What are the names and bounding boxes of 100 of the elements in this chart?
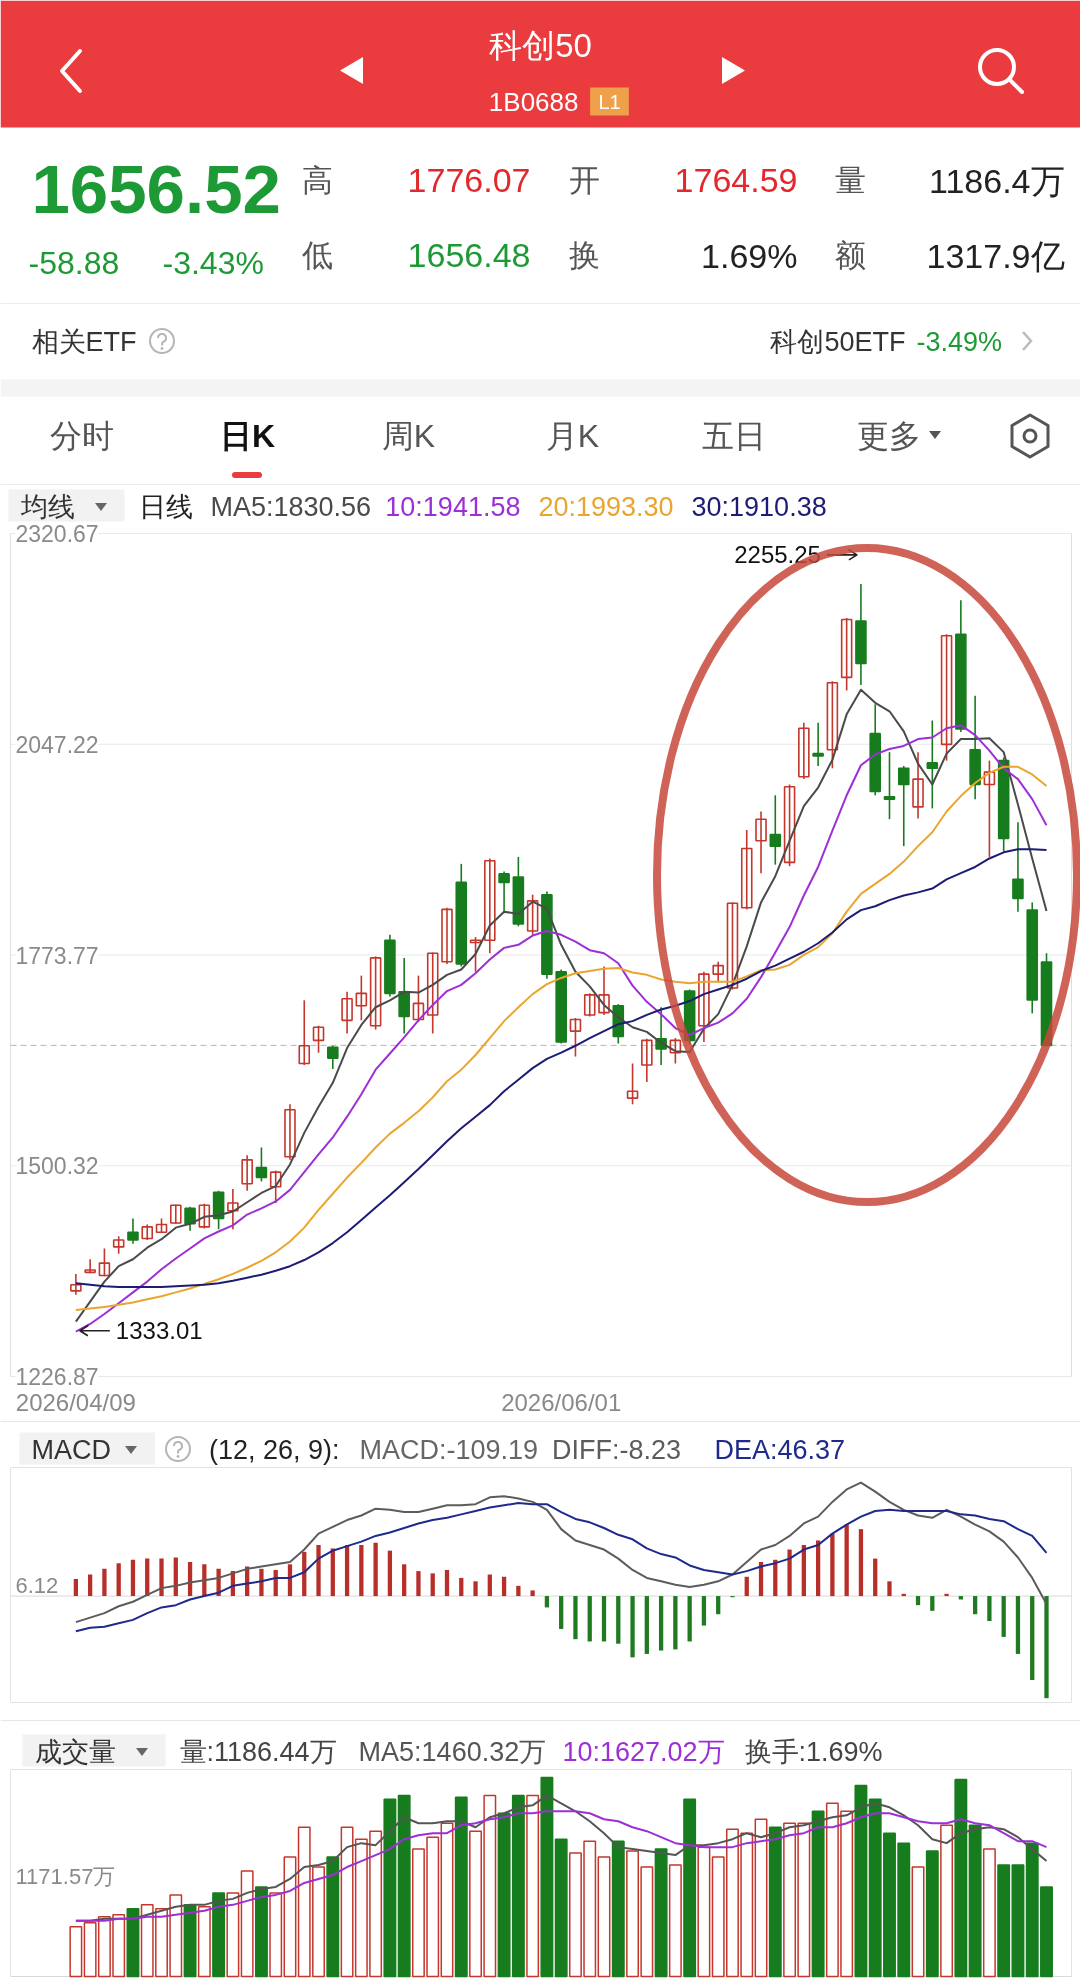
text: 1.69% <box>701 236 798 275</box>
text: 科创50ETF <box>770 326 906 357</box>
bar <box>116 1563 121 1597</box>
bar <box>887 1581 892 1597</box>
bar <box>644 1596 649 1654</box>
bar <box>587 1596 592 1642</box>
bar <box>944 1593 949 1597</box>
bar <box>454 1796 468 1978</box>
bar <box>815 1540 821 1597</box>
candlestick <box>698 970 710 1043</box>
bar <box>173 1557 178 1597</box>
bar <box>972 1596 978 1615</box>
bar <box>768 1826 782 1978</box>
text: 20:1993.30 <box>538 491 674 522</box>
bar <box>1044 1596 1049 1699</box>
candlestick <box>169 1203 182 1225</box>
text: 周K <box>381 417 436 454</box>
bar <box>1015 1596 1021 1654</box>
text: 1186.4万 <box>929 161 1065 200</box>
bar <box>102 1568 107 1597</box>
bar <box>597 1856 611 1978</box>
text: MACD:-109.19 <box>359 1434 539 1465</box>
bar <box>183 1904 197 1978</box>
bar <box>197 1906 211 1978</box>
bar <box>559 1596 564 1629</box>
candlestick <box>769 794 782 866</box>
bar <box>544 1596 550 1608</box>
candlestick <box>569 1017 582 1058</box>
chart-title: MACD <box>31 1434 111 1465</box>
bar <box>383 1798 397 1978</box>
bar <box>226 1892 240 1978</box>
annotation: 1333.01 <box>115 1317 203 1345</box>
y-tick-label: 2047.22 <box>15 731 99 758</box>
candlestick <box>598 965 610 1016</box>
text: 日线 <box>138 491 193 522</box>
bar <box>873 1558 878 1597</box>
text: 高 <box>302 163 333 198</box>
bar <box>73 1579 79 1597</box>
candlestick <box>269 1169 282 1204</box>
text: 6.12 <box>15 1573 59 1599</box>
annotation: 1171.57万 <box>15 1863 116 1889</box>
bar <box>402 1564 407 1597</box>
text: 1776.07 <box>407 161 531 199</box>
bar <box>982 1848 996 1978</box>
candlestick <box>298 999 311 1066</box>
candlestick <box>241 1154 253 1192</box>
candlestick <box>184 1206 196 1232</box>
text: 科创50 <box>489 27 592 64</box>
candlestick <box>141 1223 154 1241</box>
text: 换 <box>569 238 600 273</box>
bar <box>316 1545 321 1597</box>
candlestick <box>726 901 739 991</box>
text: 日K <box>219 417 276 454</box>
bar <box>811 1810 825 1978</box>
bar <box>911 1866 925 1978</box>
chart-title: 成交量 <box>34 1736 116 1767</box>
bar <box>126 1908 140 1978</box>
bar <box>387 1550 393 1597</box>
bar <box>240 1870 254 1978</box>
text: 量:1186.44万 <box>179 1736 337 1767</box>
text: 五日 <box>701 417 766 454</box>
bar <box>326 1856 340 1978</box>
candlestick <box>755 810 767 874</box>
candlestick <box>826 680 839 770</box>
text: MA5:1830.56 <box>210 491 372 522</box>
candlestick <box>1012 821 1024 913</box>
text: L1 <box>598 90 621 113</box>
bar <box>854 1784 868 1978</box>
candlestick <box>912 751 924 820</box>
series-label: 10:1627.02万 <box>562 1736 725 1767</box>
bar <box>654 1848 668 1978</box>
text: 量 <box>835 163 866 198</box>
candlestick <box>712 960 724 984</box>
candlestick <box>441 907 453 965</box>
candlestick <box>469 936 482 973</box>
bar <box>683 1798 697 1978</box>
text: 1317.9亿 <box>926 236 1065 275</box>
candlestick <box>312 1024 325 1054</box>
candlestick <box>327 1044 339 1070</box>
text: 额 <box>835 238 866 273</box>
bar <box>858 1529 864 1597</box>
text: 低 <box>302 238 333 273</box>
text: 10:1941.58 <box>385 491 521 522</box>
candlestick <box>98 1247 111 1278</box>
bar <box>573 1596 578 1640</box>
y-tick-label: 1226.87 <box>15 1364 99 1390</box>
bar <box>830 1533 835 1597</box>
text: 开 <box>569 163 600 198</box>
bar <box>697 1846 711 1978</box>
bar <box>283 1856 297 1978</box>
bar <box>269 1892 283 1978</box>
bar <box>88 1574 93 1597</box>
candlestick <box>798 722 810 780</box>
text: 换手:1.69% <box>744 1736 883 1767</box>
bar <box>668 1864 682 1978</box>
candlestick <box>983 759 996 858</box>
text: 1B0688 <box>488 86 579 117</box>
candlestick <box>840 617 853 692</box>
text: -3.49% <box>916 326 1003 357</box>
candlestick <box>626 1062 639 1106</box>
